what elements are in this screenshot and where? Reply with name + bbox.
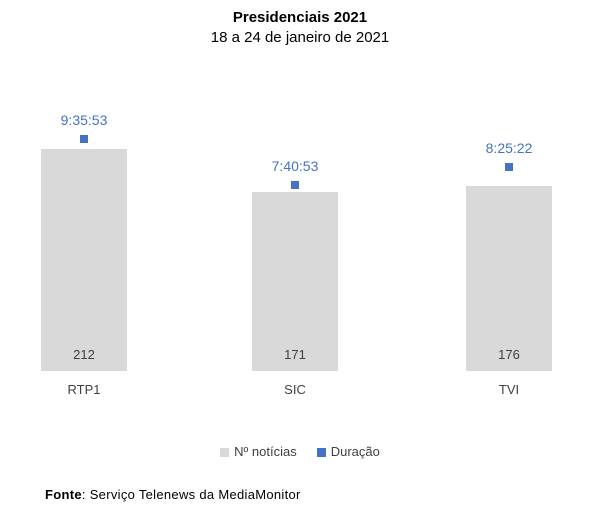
chart-title: Presidenciais 2021 xyxy=(232,9,368,26)
point-series-swatch-icon xyxy=(316,447,326,457)
legend-label-duracao: Duração xyxy=(330,444,380,459)
duration-value-label: 7:40:53 xyxy=(271,158,319,174)
chart-subtitle: 18 a 24 de janeiro de 2021 xyxy=(210,29,390,46)
source-note-text: : Serviço Telenews da MediaMonitor xyxy=(81,487,301,502)
duration-marker xyxy=(505,163,513,171)
x-axis-category-label: SIC xyxy=(284,382,306,397)
news-bar: 171 xyxy=(252,192,338,371)
bar-value-label: 176 xyxy=(498,347,520,362)
legend-label-noticias: Nº notícias xyxy=(234,444,297,459)
news-bar: 176 xyxy=(466,186,552,371)
legend-item-noticias: Nº notícias xyxy=(220,444,297,460)
bar-series-swatch-icon xyxy=(220,447,230,457)
x-axis-category-label: TVI xyxy=(498,382,520,397)
plot-area: 212 9:35:53 RTP1 171 7:40:53 SIC 176 8:25:22 TVI xyxy=(41,112,552,397)
bar-value-label: 171 xyxy=(284,347,306,362)
x-axis-category-label: RTP1 xyxy=(67,382,101,397)
duration-marker xyxy=(291,181,299,189)
duration-marker xyxy=(80,135,88,143)
source-note: Fonte: Serviço Telenews da MediaMonitor xyxy=(45,487,301,502)
news-bar: 212 xyxy=(41,149,127,371)
duration-value-label: 9:35:53 xyxy=(60,112,108,128)
source-note-label: Fonte xyxy=(45,487,82,502)
legend: Nº notícias Duração xyxy=(0,444,600,460)
legend-item-duracao: Duração xyxy=(316,444,380,460)
duration-value-label: 8:25:22 xyxy=(485,140,533,156)
bar-value-label: 212 xyxy=(73,347,95,362)
